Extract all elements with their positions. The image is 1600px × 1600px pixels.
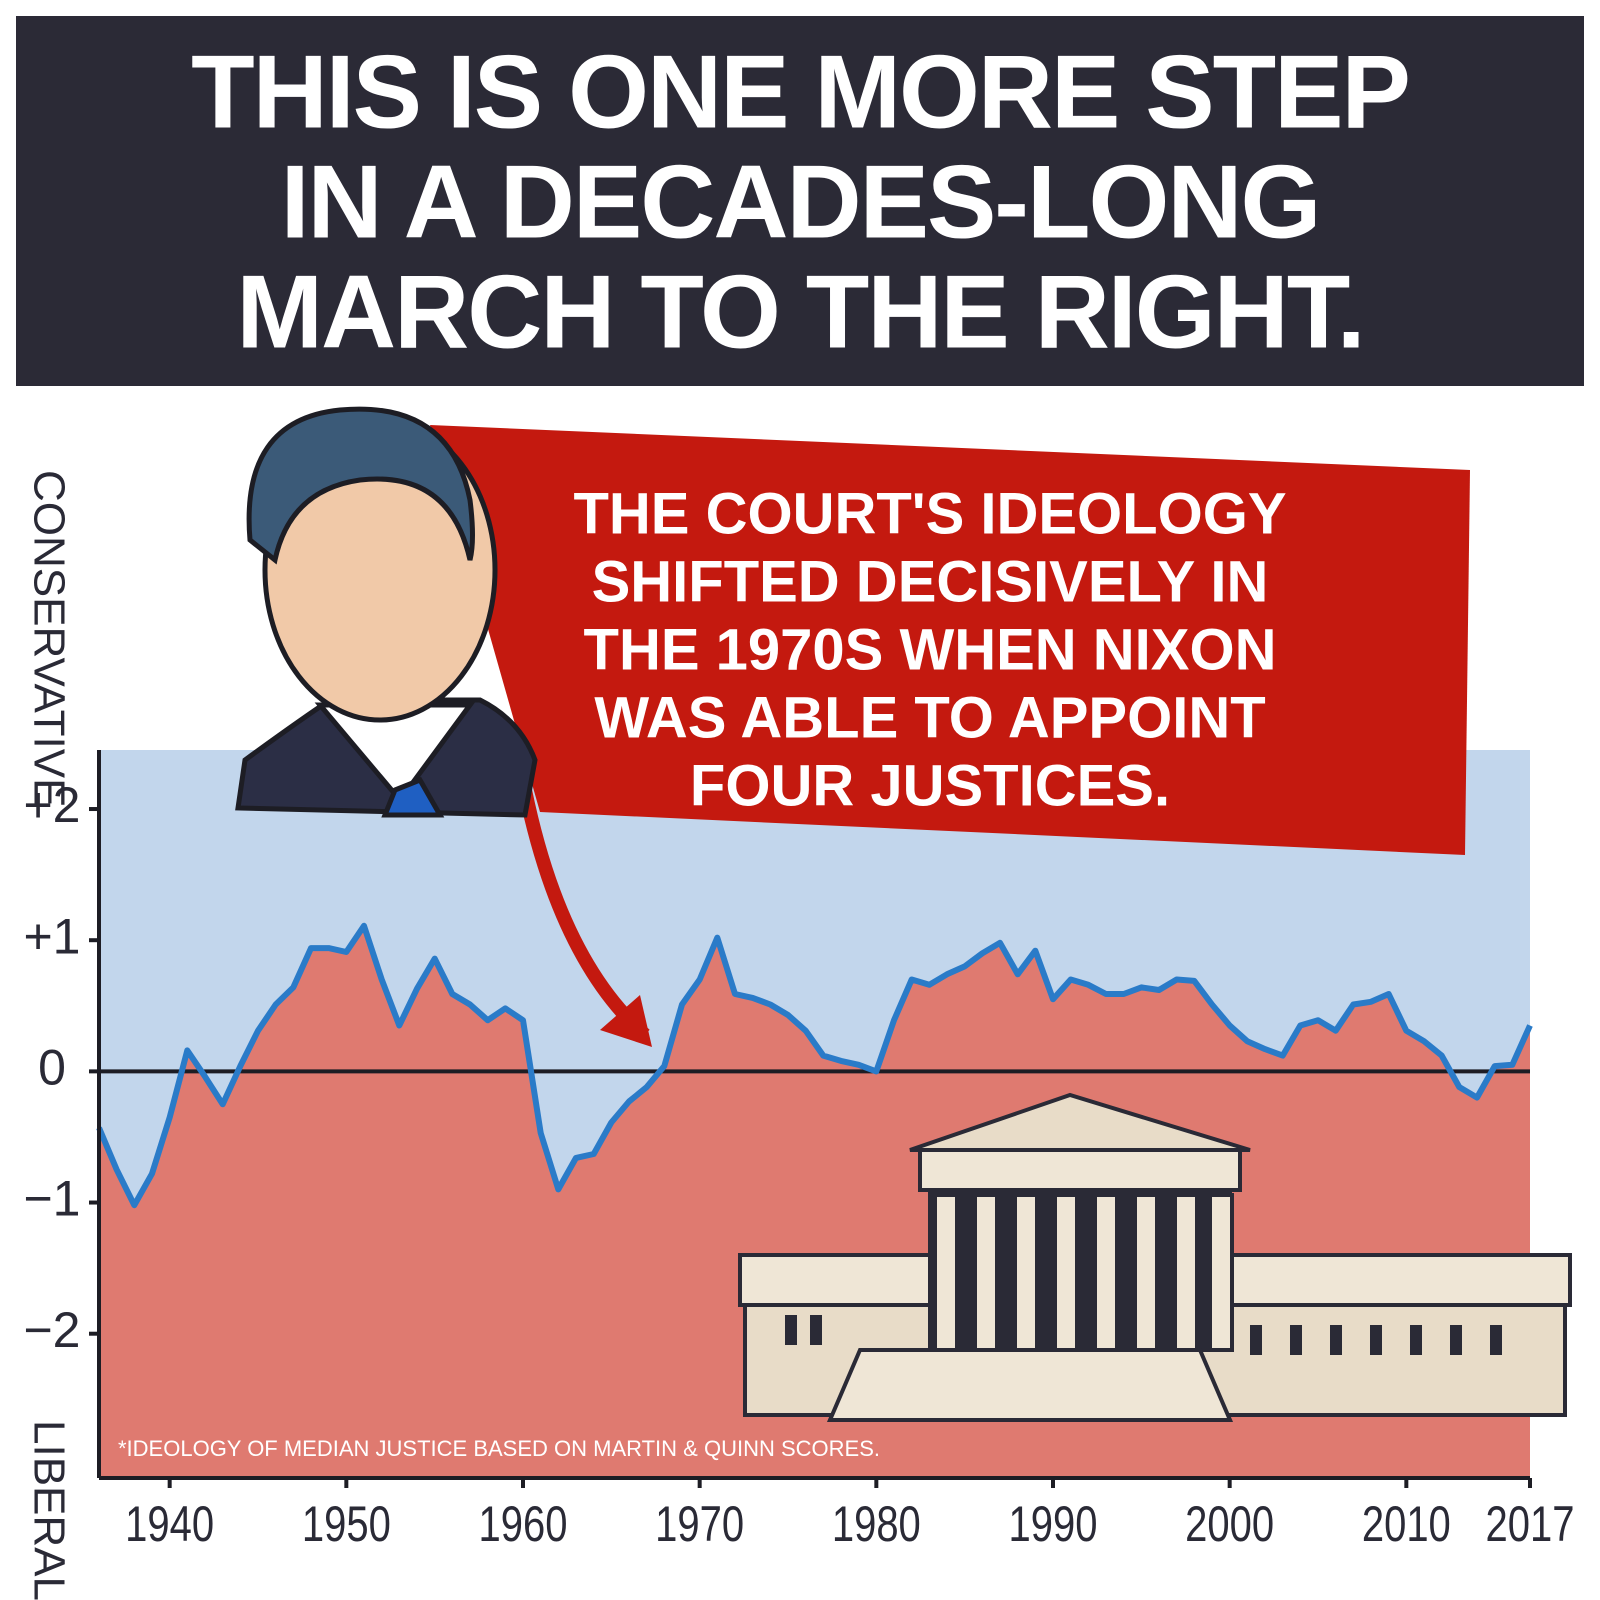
annotation-line: FOUR JUSTICES. xyxy=(690,753,1170,818)
x-tick-label: 1970 xyxy=(655,1496,744,1552)
title-line: THIS IS ONE MORE STEP xyxy=(191,34,1409,150)
y-tick-label: +2 xyxy=(23,777,80,833)
arrow-head xyxy=(600,995,652,1047)
y-tick-label: +1 xyxy=(23,908,80,964)
annotation-line: THE COURT'S IDEOLOGY xyxy=(573,481,1286,546)
callout-box xyxy=(430,425,1470,855)
y-label-top: CONSERVATIVE xyxy=(24,470,73,807)
court-building xyxy=(738,1092,1572,1422)
title-line: MARCH TO THE RIGHT. xyxy=(236,254,1363,370)
ideology-line xyxy=(96,922,1533,1209)
title-line: IN A DECADES-LONG xyxy=(281,144,1320,260)
y-tick-label: −2 xyxy=(23,1302,80,1358)
y-label-bottom: LIBERAL xyxy=(24,1420,73,1600)
x-tick-label: 1960 xyxy=(479,1496,568,1552)
annotation-line: SHIFTED DECISIVELY IN xyxy=(592,549,1269,614)
nixon-portrait xyxy=(235,406,538,818)
y-tick-label: −1 xyxy=(23,1171,80,1227)
x-tick-label: 1980 xyxy=(832,1496,921,1552)
x-tick-label: 2010 xyxy=(1362,1496,1451,1552)
annotation-line: WAS ABLE TO APPOINT xyxy=(594,685,1265,750)
y-tick-label: 0 xyxy=(38,1040,66,1096)
title-banner xyxy=(16,16,1584,386)
x-tick-label: 1990 xyxy=(1009,1496,1098,1552)
annotation-line: THE 1970S WHEN NIXON xyxy=(584,617,1277,682)
x-tick-label: 1940 xyxy=(125,1496,214,1552)
x-tick-label: 2017 xyxy=(1486,1496,1575,1552)
footnote: *IDEOLOGY OF MEDIAN JUSTICE BASED ON MAR… xyxy=(118,1436,880,1461)
x-tick-label: 1950 xyxy=(302,1496,391,1552)
x-tick-label: 2000 xyxy=(1185,1496,1274,1552)
